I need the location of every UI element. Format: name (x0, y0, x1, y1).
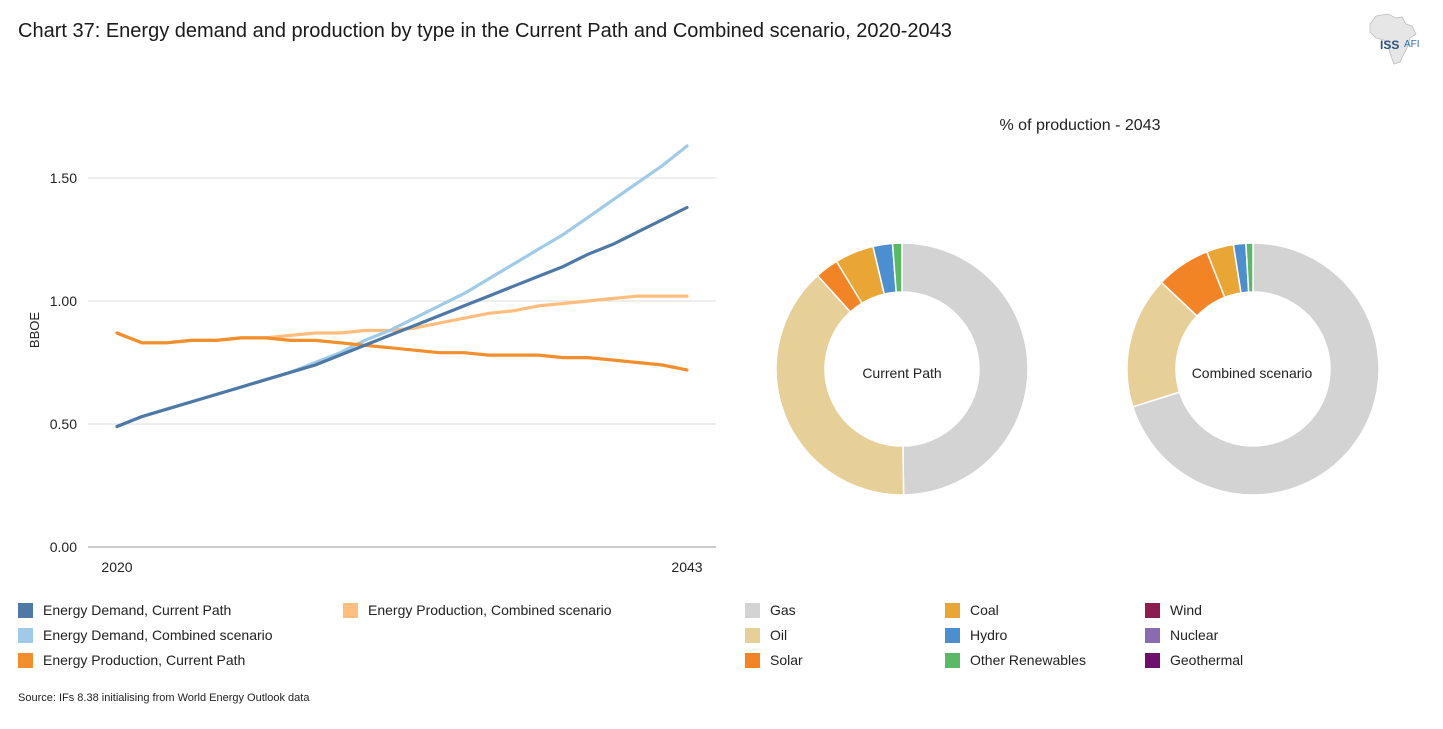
donut-current-path (775, 242, 1029, 496)
legend-label: Energy Production, Current Path (43, 652, 246, 668)
legend-item-energy-production-combined-scenario: Energy Production, Combined scenario (343, 602, 612, 618)
legend-swatch (945, 652, 960, 668)
legend-swatch (745, 652, 760, 668)
logo-afi-text: AFI (1404, 39, 1420, 50)
legend-swatch (945, 602, 960, 618)
africa-map-icon (1369, 13, 1417, 65)
legend-item-geothermal: Geothermal (1145, 652, 1243, 668)
legend-label: Nuclear (1170, 627, 1219, 643)
legend-label: Other Renewables (970, 652, 1086, 668)
series-line-energy-production-combined-scenario (115, 294, 689, 345)
legend-swatch (18, 627, 33, 643)
legend-item-other-renewables: Other Renewables (945, 652, 1086, 668)
legend-label: Energy Demand, Current Path (43, 602, 232, 618)
legend-label: Oil (770, 627, 788, 643)
iss-afi-logo: ISS AFI (1362, 12, 1424, 68)
legend-label: Energy Demand, Combined scenario (43, 627, 273, 643)
legend-label: Energy Production, Combined scenario (368, 602, 612, 618)
series-line-energy-demand-combined-scenario (115, 144, 689, 429)
gridlines (88, 177, 716, 548)
legend-label: Gas (770, 602, 796, 618)
x-axis-ticks: 2020 2043 (101, 559, 702, 575)
legend-item-wind: Wind (1145, 602, 1202, 618)
legend-item-hydro: Hydro (945, 627, 1007, 643)
legend-item-energy-demand-current-path: Energy Demand, Current Path (18, 602, 231, 618)
pie-title: % of production - 2043 (999, 117, 1161, 134)
legend-label: Hydro (970, 627, 1008, 643)
donut-slice-gas (1131, 242, 1380, 496)
y-tick-label: 0.50 (50, 416, 77, 432)
legend-item-energy-production-current-path: Energy Production, Current Path (18, 652, 245, 668)
series-line-energy-production-current-path (115, 331, 689, 372)
donut-slice-gas (901, 242, 1029, 496)
y-axis-label: BBOE (27, 312, 42, 348)
chart-title: Chart 37: Energy demand and production b… (18, 20, 952, 42)
x-tick-label: 2043 (671, 559, 702, 575)
legend-item-coal: Coal (945, 602, 999, 618)
legend-swatch (18, 602, 33, 618)
series-line-energy-demand-current-path (115, 205, 689, 429)
donut-slice-other-renewables (891, 242, 903, 294)
source-note: Source: IFs 8.38 initialising from World… (18, 692, 310, 704)
legend-swatch (343, 602, 358, 618)
donut-slice-other-renewables (1245, 242, 1254, 293)
legend-label: Coal (970, 602, 999, 618)
y-axis-ticks: 0.00 0.50 1.00 1.50 (50, 170, 77, 555)
donut-slice-oil (775, 274, 905, 496)
legend-swatch (745, 627, 760, 643)
legend-item-oil: Oil (745, 627, 787, 643)
y-tick-label: 1.00 (50, 293, 77, 309)
logo-iss-text: ISS (1380, 38, 1400, 52)
legend-label: Solar (770, 652, 803, 668)
legend-item-nuclear: Nuclear (1145, 627, 1218, 643)
series-lines (115, 144, 689, 429)
legend-item-solar: Solar (745, 652, 803, 668)
legend-item-gas: Gas (745, 602, 796, 618)
legend-swatch (1145, 627, 1160, 643)
y-tick-label: 1.50 (50, 170, 77, 186)
legend-swatch (1145, 652, 1160, 668)
donut-label-current-path: Current Path (862, 365, 942, 381)
legend-swatch (18, 652, 33, 668)
legend-swatch (1145, 602, 1160, 618)
legend-label: Geothermal (1170, 652, 1244, 668)
legend-swatch (945, 627, 960, 643)
line-chart: BBOE 0.00 0.50 1.00 1.50 2020 2043 (27, 144, 716, 575)
x-tick-label: 2020 (101, 559, 132, 575)
y-tick-label: 0.00 (50, 539, 77, 555)
legend-label: Wind (1170, 602, 1202, 618)
donut-combined-scenario (1126, 242, 1380, 496)
legend-item-energy-demand-combined-scenario: Energy Demand, Combined scenario (18, 627, 273, 643)
legend-swatch (745, 602, 760, 618)
donut-label-combined-scenario: Combined scenario (1191, 365, 1313, 381)
